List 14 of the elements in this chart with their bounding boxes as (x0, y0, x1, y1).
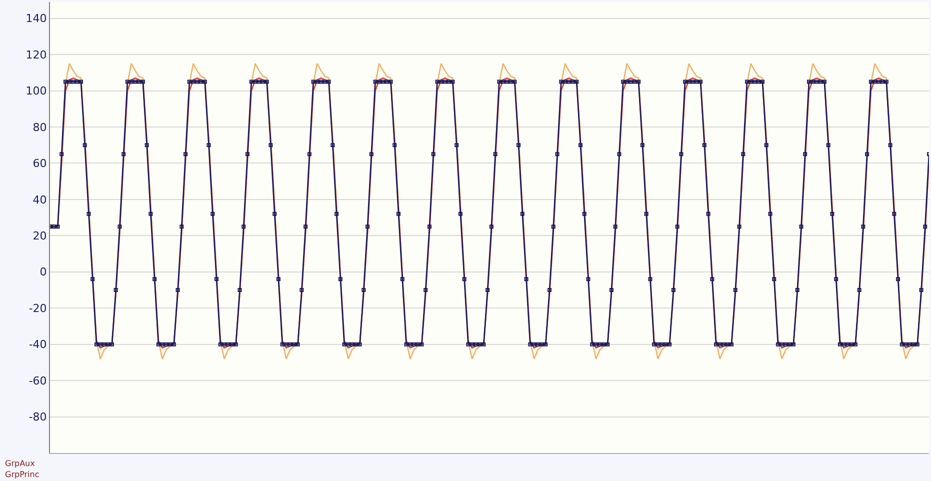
y-tick-label: 20 (32, 230, 47, 242)
y-tick-label: -60 (28, 374, 47, 388)
text: GrpPrinc (5, 470, 40, 479)
text: GrpAux (5, 459, 36, 468)
y-tick-label: -40 (28, 338, 47, 352)
y-tick-label: -20 (28, 302, 47, 315)
y-tick-label: 40 (32, 193, 47, 206)
y-tick-label: 60 (32, 157, 47, 170)
y-tick-label: 120 (26, 48, 47, 62)
y-tick-label: 100 (26, 84, 47, 98)
y-tick-label: 0 (40, 266, 47, 279)
y-tick-label: -80 (28, 410, 47, 424)
y-tick-label: 140 (26, 12, 47, 26)
y-tick-label: 80 (32, 120, 47, 134)
